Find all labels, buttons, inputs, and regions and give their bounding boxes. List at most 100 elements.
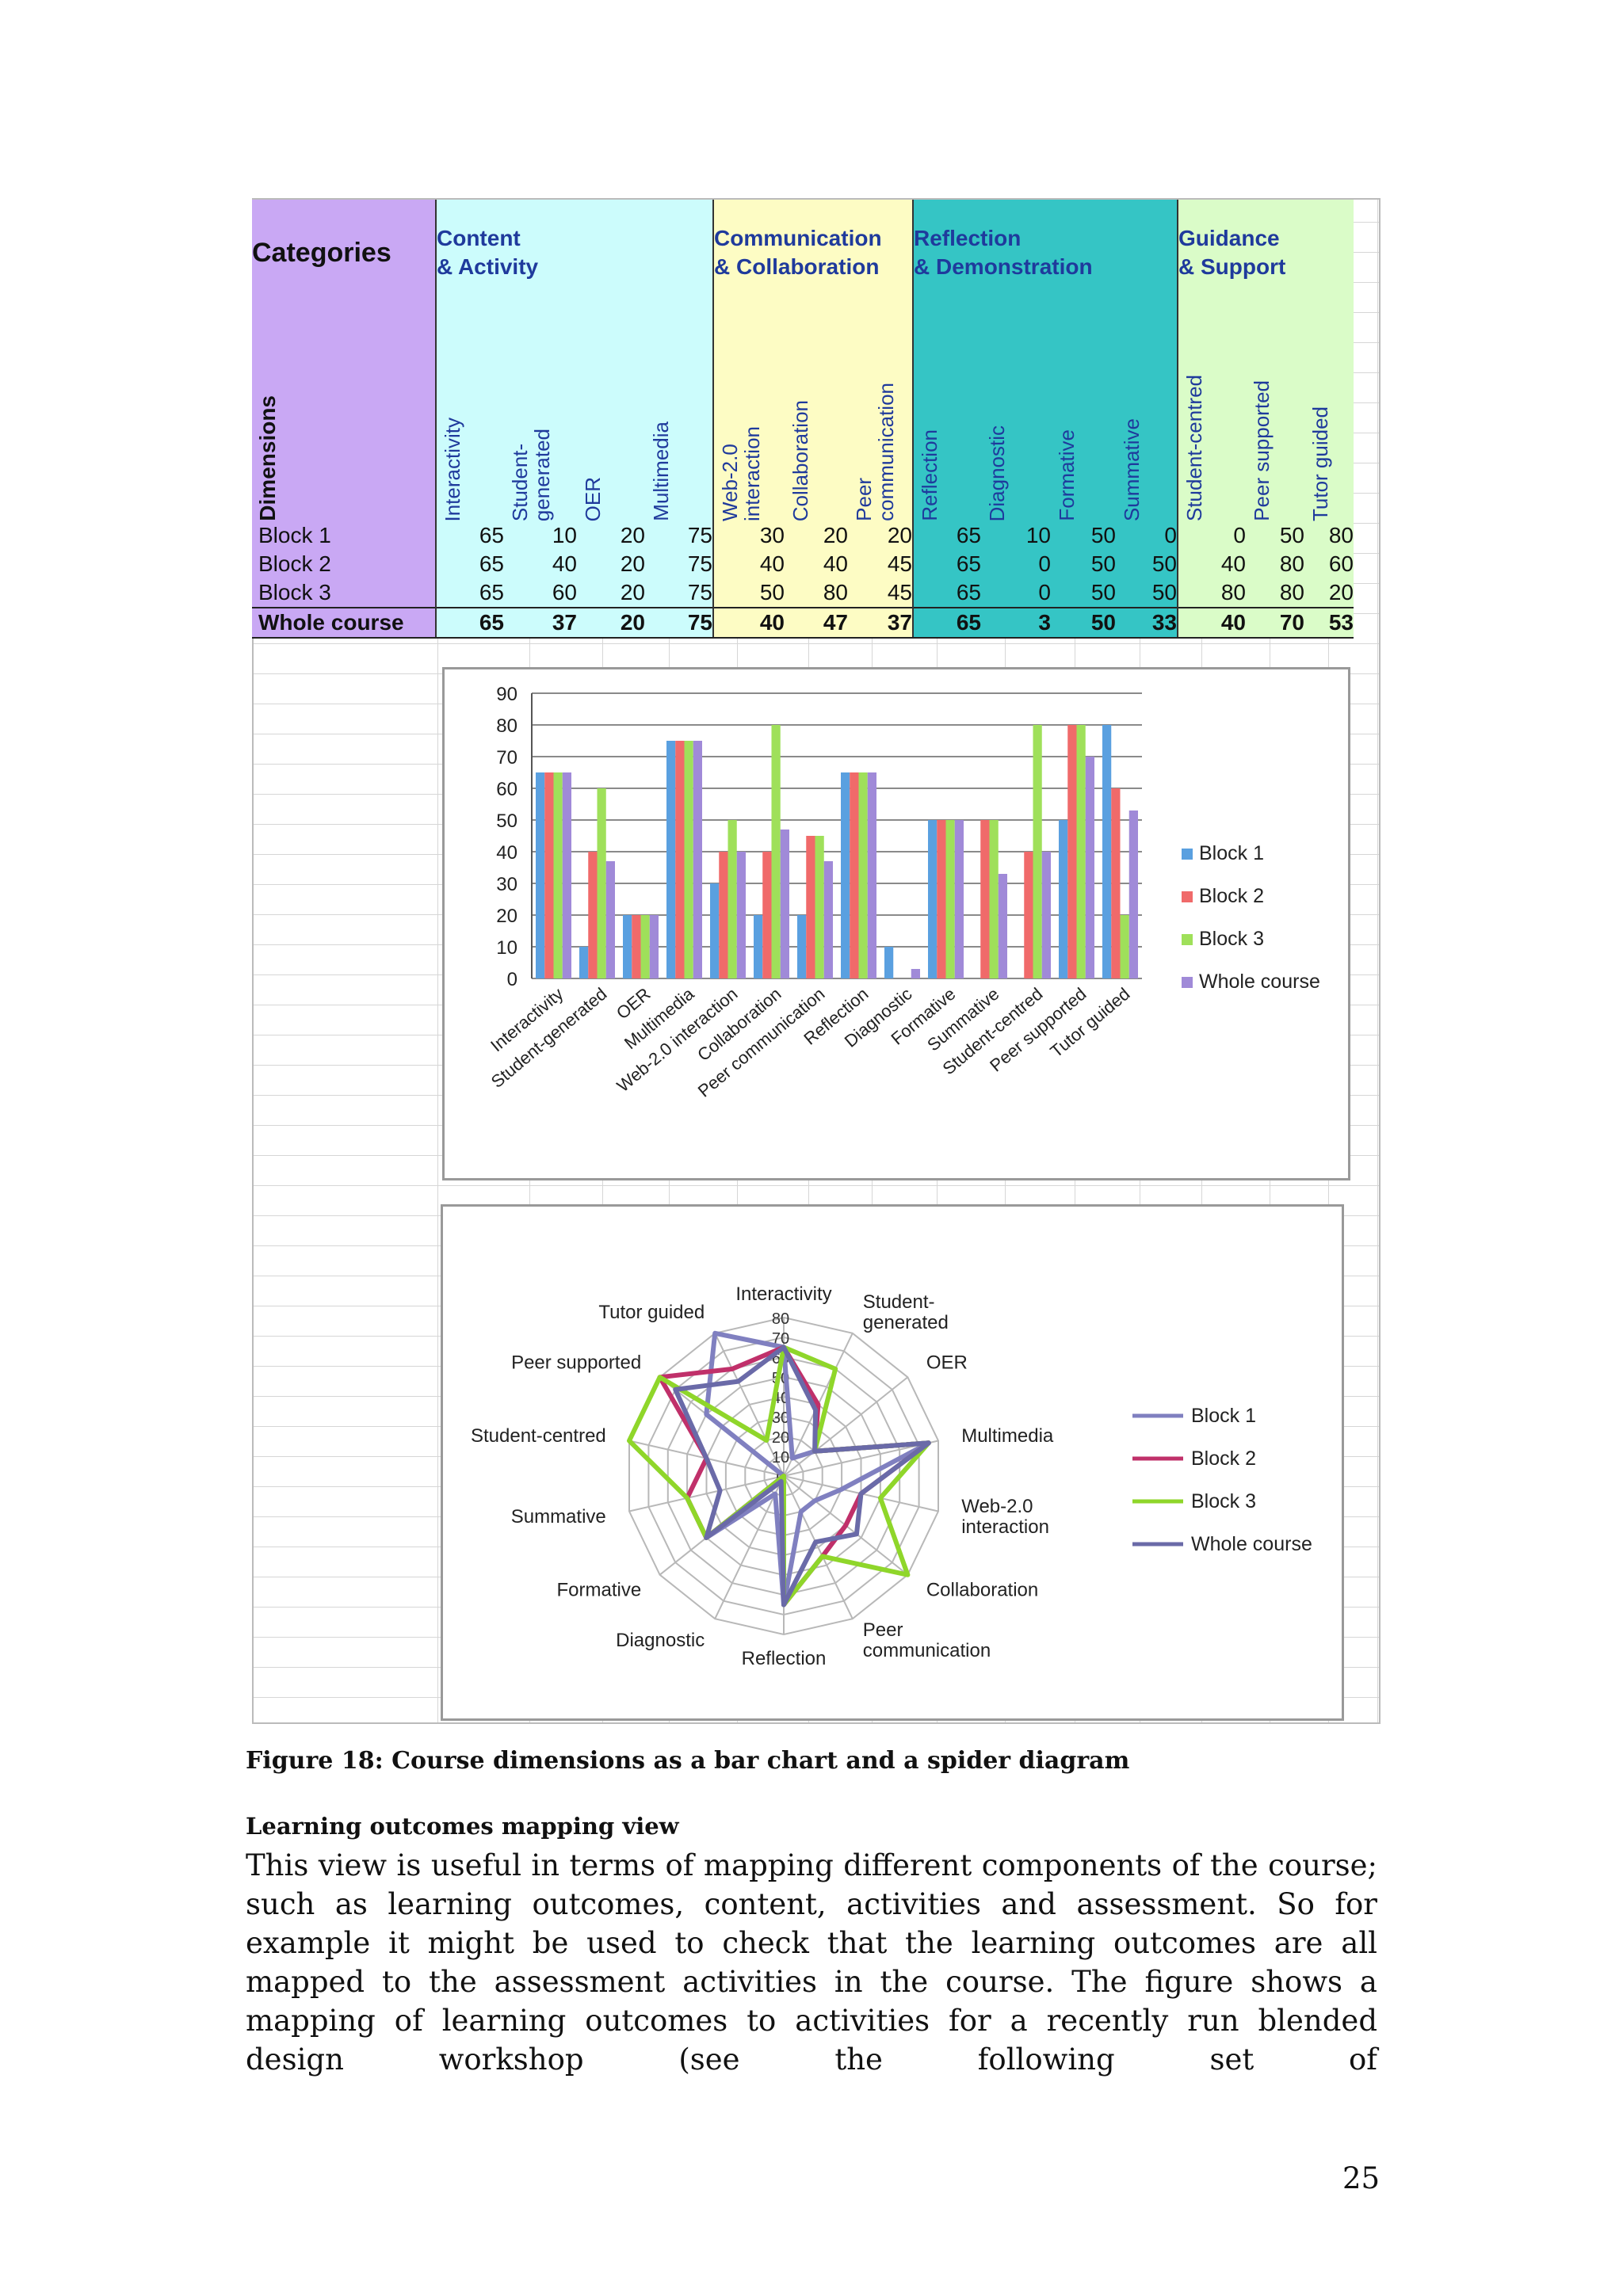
dimension-header-cell: Student- generated: [504, 306, 577, 521]
table-cell: 50: [1051, 578, 1116, 608]
table-cell: 65: [912, 607, 981, 639]
bar: [1076, 725, 1086, 978]
table-cell: 65: [912, 521, 981, 550]
bar: [771, 725, 781, 978]
figure-caption: Figure 18: Course dimensions as a bar ch…: [246, 1747, 1130, 1775]
table-cell: 30: [712, 521, 785, 550]
table-cell: 65: [912, 578, 981, 608]
dimension-header-cell: Peer supported: [1246, 306, 1304, 521]
table-cell: 0: [981, 578, 1051, 608]
table-cell: 65: [435, 521, 504, 550]
radar-axis-label: Multimedia: [961, 1425, 1054, 1447]
bar: [867, 772, 876, 978]
bar: [911, 969, 920, 978]
dimension-header-cell: Diagnostic: [981, 306, 1051, 521]
legend-label: Block 2: [1199, 885, 1264, 907]
table-cell: 65: [912, 550, 981, 578]
y-tick-label: 40: [496, 842, 517, 864]
legend-label: Whole course: [1191, 1533, 1312, 1555]
table-cell: 70: [1246, 607, 1304, 639]
dimension-header-cell: Interactivity: [435, 306, 504, 522]
dimension-label: Interactivity: [441, 417, 464, 522]
bar: [1128, 810, 1138, 978]
bar: [815, 836, 824, 978]
bar: [710, 883, 720, 978]
bar: [579, 947, 589, 978]
radar-axis-label: Tutor guided: [598, 1302, 705, 1323]
categories-label: Categories: [252, 200, 436, 306]
dimension-label: Reflection: [918, 429, 941, 521]
y-tick-label: 60: [496, 779, 517, 800]
dimension-label: Tutor guided: [1308, 406, 1332, 521]
sheet-gridline: [254, 1185, 1379, 1186]
table-cell: 20: [577, 607, 645, 639]
bar: [719, 852, 728, 978]
legend-label: Block 3: [1191, 1490, 1256, 1512]
table-cell: 50: [1246, 521, 1304, 550]
bar: [841, 772, 850, 978]
table-cell: 20: [577, 521, 645, 550]
table-cell: 80: [1246, 578, 1304, 608]
y-tick-label: 10: [496, 937, 517, 959]
sheet-gridline: [254, 643, 1379, 644]
dimension-label: Multimedia: [649, 421, 673, 521]
table-cell: 75: [645, 521, 713, 550]
radar-axis-label: Diagnostic: [616, 1630, 705, 1651]
radial-tick-label: 30: [772, 1409, 789, 1427]
sheet-gridline: [1377, 200, 1378, 1722]
bar: [666, 741, 676, 978]
y-tick-label: 70: [496, 747, 517, 769]
dimension-header-cell: Tutor guided: [1304, 306, 1354, 521]
table-cell: 50: [1116, 578, 1178, 608]
section-subheading: Learning outcomes mapping view: [246, 1813, 679, 1840]
bar: [597, 788, 606, 978]
table-cell: 10: [504, 521, 577, 550]
legend-swatch: [1182, 977, 1193, 988]
dimension-label: Student- generated: [508, 428, 554, 521]
bar: [588, 852, 598, 978]
category-header: Content & Activity: [435, 200, 713, 306]
radar-spoke: [714, 1475, 785, 1619]
bar: [727, 820, 737, 978]
category-header: Guidance & Support: [1177, 200, 1354, 306]
bar: [675, 741, 685, 978]
y-tick-label: 20: [496, 906, 517, 927]
dimensions-header-row: Dimensions Interactivity Student- generat…: [252, 306, 1354, 521]
table-cell: 75: [645, 607, 713, 639]
table-cell: 33: [1116, 607, 1178, 639]
bar: [562, 772, 571, 978]
dimension-label: Web-2.0 interaction: [718, 426, 764, 521]
y-tick-label: 30: [496, 874, 517, 895]
table-cell: 80: [1177, 578, 1246, 608]
legend-label: Block 2: [1191, 1447, 1256, 1470]
table-cell: 37: [504, 607, 577, 639]
radial-tick-label: 20: [772, 1429, 789, 1447]
bar-chart-frame: 0 10 20 30 40 50 60 70 80 90 Interactivity Student-…: [442, 667, 1350, 1180]
table-cell: 40: [712, 550, 785, 578]
dimension-label: Diagnostic: [985, 425, 1009, 521]
radar-axis-label: Peer supported: [511, 1352, 641, 1374]
radar-axis-label: Summative: [511, 1506, 606, 1527]
radar-axis-label: Interactivity: [735, 1283, 831, 1305]
radar-spoke: [783, 1376, 908, 1477]
table-cell: 40: [504, 550, 577, 578]
bar: [1041, 852, 1051, 978]
bar: [797, 915, 807, 978]
table-cell: 65: [435, 607, 504, 639]
table-cell: 50: [1051, 550, 1116, 578]
table-cell: 50: [1051, 607, 1116, 639]
bar: [736, 852, 746, 978]
dimension-header-cell: Peer communication: [848, 306, 913, 521]
body-paragraph: This view is useful in terms of mapping …: [246, 1848, 1377, 2077]
dimension-header-cell: Formative: [1051, 306, 1116, 521]
dimension-label: Student-centred: [1182, 374, 1206, 521]
table-cell: 20: [1304, 578, 1354, 608]
radar-axis-label: Student-centred: [471, 1425, 606, 1447]
bar-chart: 0102030405060708090InteractivityStudent-…: [487, 684, 1320, 1101]
bar: [754, 915, 763, 978]
radar-axis-label: Formative: [556, 1579, 641, 1600]
legend-label: Block 1: [1191, 1405, 1256, 1427]
dimension-header-cell: Student-centred: [1177, 306, 1246, 521]
bar: [553, 772, 563, 978]
table-cell: 80: [785, 578, 848, 608]
